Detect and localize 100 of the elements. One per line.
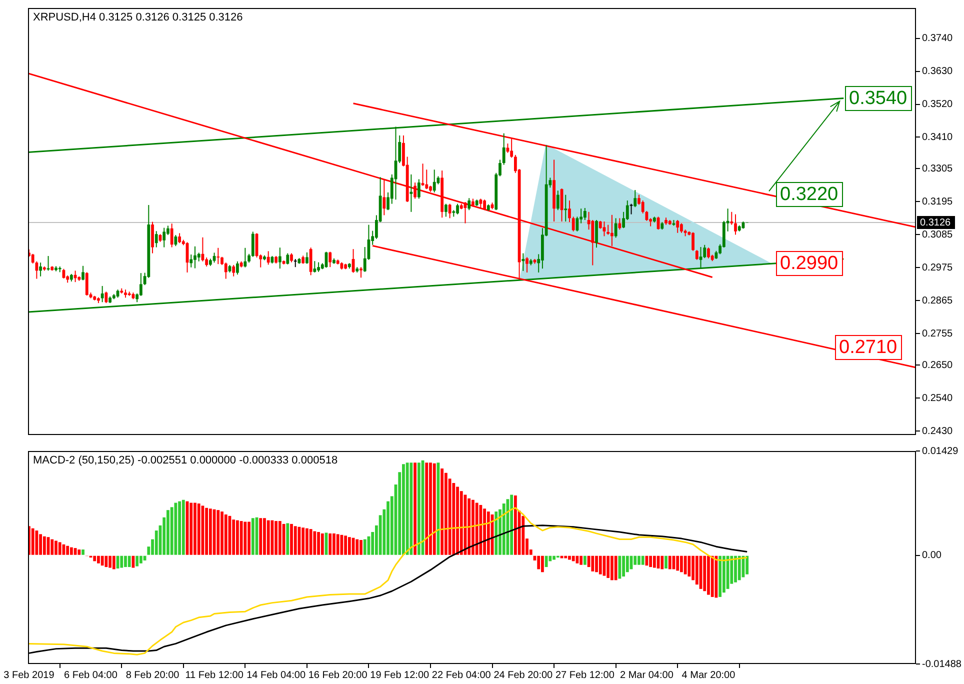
bar — [583, 556, 586, 565]
bar — [652, 556, 656, 568]
bar — [190, 502, 193, 555]
bar — [440, 468, 444, 555]
bar — [100, 556, 104, 566]
x-tick-label: 3 Feb 2019 — [4, 670, 55, 681]
bar — [124, 556, 127, 568]
bar — [309, 529, 312, 555]
ref-line-label: 0.3126 — [920, 217, 952, 228]
bar — [479, 504, 482, 555]
bar — [614, 556, 618, 580]
bar — [510, 494, 514, 555]
bar — [638, 556, 640, 565]
bar — [240, 521, 243, 555]
candlestick — [610, 214, 614, 246]
y-tick-label: 0.2430 — [922, 426, 954, 437]
bar — [598, 556, 602, 574]
bar — [120, 556, 124, 568]
bar — [468, 498, 471, 555]
bar — [622, 556, 625, 577]
x-tick-label: 16 Feb 20:00 — [308, 670, 368, 681]
x-tick-label: 24 Feb 20:00 — [494, 670, 554, 681]
bar — [710, 556, 714, 597]
bar — [39, 534, 42, 555]
bar — [58, 542, 62, 555]
bar — [244, 522, 247, 555]
bar — [328, 533, 332, 555]
x-tick-label: 8 Feb 20:00 — [126, 670, 180, 681]
bar — [208, 508, 212, 555]
bar — [738, 556, 741, 580]
bar — [220, 512, 224, 555]
y-tick-label: 0.3195 — [922, 196, 954, 208]
bar — [290, 524, 293, 555]
y-tick-label: 0.01429 — [922, 446, 959, 457]
bar — [402, 464, 405, 555]
bar — [336, 534, 340, 555]
bar — [707, 556, 710, 595]
bar — [182, 500, 185, 555]
bar — [170, 507, 174, 555]
y-tick-label: 0.3410 — [922, 132, 954, 143]
y-tick-label: 0.2755 — [922, 328, 954, 340]
bar — [734, 556, 737, 582]
bar — [626, 556, 629, 572]
bar — [236, 520, 239, 555]
bar — [537, 556, 540, 570]
bar — [205, 508, 208, 555]
x-tick-label: 11 Feb 12:00 — [185, 670, 244, 681]
bar — [668, 556, 672, 570]
bar — [649, 556, 652, 568]
bar — [320, 533, 324, 555]
bar — [139, 556, 142, 564]
bar — [541, 556, 544, 572]
bar — [136, 556, 139, 566]
bar — [472, 500, 474, 555]
bar — [248, 522, 250, 555]
bar — [31, 528, 34, 555]
bar — [306, 528, 308, 555]
bar — [344, 536, 348, 555]
bar — [259, 518, 262, 555]
bar — [112, 556, 116, 570]
x-tick-label: 2 Mar 04:00 — [620, 670, 674, 681]
bar — [104, 556, 108, 568]
bar — [302, 528, 305, 555]
bar — [475, 502, 478, 555]
bar — [178, 501, 181, 555]
bar — [356, 539, 359, 555]
bar — [224, 514, 228, 555]
bar — [676, 556, 680, 571]
bar — [66, 546, 70, 555]
chart-title: MACD-2 (50,150,25) -0.002551 0.000000 -0.000333 0.000518 — [33, 454, 338, 467]
annotation: 0.2710 — [839, 337, 898, 358]
chart-title: XRPUSD,H4 0.3125 0.3126 0.3125 0.3126 — [33, 12, 243, 24]
bar — [194, 502, 196, 555]
bar — [317, 532, 320, 555]
annotation: 0.2990 — [780, 253, 838, 274]
bar — [266, 520, 270, 555]
bar — [108, 556, 112, 568]
bar — [494, 512, 498, 555]
bar — [278, 521, 282, 555]
bar — [544, 556, 548, 568]
x-tick-label: 4 Mar 20:00 — [682, 670, 736, 681]
bar — [718, 556, 722, 597]
bar — [332, 533, 336, 555]
candlestick — [410, 174, 413, 212]
bar — [166, 510, 170, 555]
bar — [618, 556, 622, 579]
bar — [232, 520, 236, 555]
bar — [572, 556, 575, 562]
bar — [703, 556, 706, 592]
annotation: 0.3220 — [780, 184, 838, 206]
annotation: 0.3540 — [849, 88, 908, 110]
bar — [197, 504, 200, 555]
bar — [568, 556, 571, 560]
bar — [406, 462, 409, 555]
bar — [486, 512, 490, 555]
x-tick-label: 6 Feb 04:00 — [64, 670, 118, 681]
bar — [692, 556, 694, 580]
y-tick-label: 0.2540 — [922, 392, 954, 404]
y-tick-label: 0.3630 — [922, 66, 954, 78]
y-tick-label: 0.2865 — [922, 295, 954, 306]
